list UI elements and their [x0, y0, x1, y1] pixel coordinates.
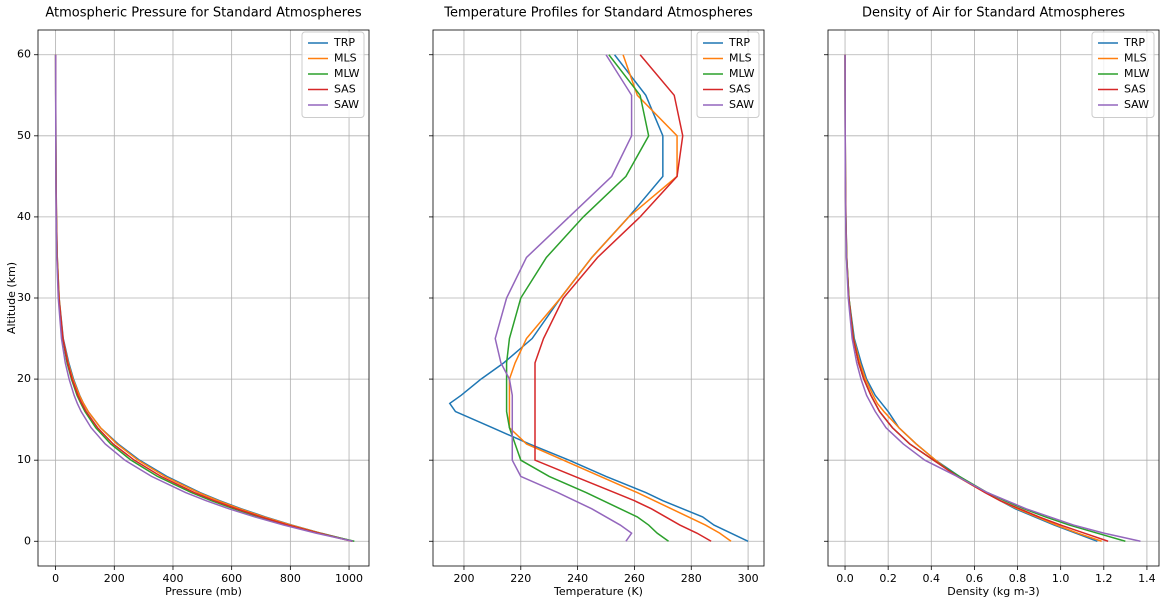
legend-label: SAS	[729, 83, 751, 96]
x-tick-label: 0.0	[836, 572, 854, 585]
axes: 200 220 240 260 280 300 Temperature Profiles f…	[429, 6, 765, 598]
x-tick-label: 0.2	[879, 572, 897, 585]
legend-label: TRP	[1123, 36, 1145, 49]
x-tick-label: 0.8	[1009, 572, 1027, 585]
legend-label: MLS	[1124, 52, 1147, 65]
x-tick-label: 1000	[335, 572, 363, 585]
x-tick-label: 240	[567, 572, 588, 585]
legend-label: SAW	[334, 98, 359, 111]
chart-title: Temperature Profiles for Standard Atmosp…	[443, 6, 753, 21]
x-tick-label: 0	[52, 572, 59, 585]
x-tick-label: 800	[280, 572, 301, 585]
axes: 0 200 400 600 800 1000 0 10 20 30 40 50 60 Atmospheri…	[5, 6, 370, 598]
axes-frame	[37, 29, 370, 567]
x-tick-label: 0.4	[923, 572, 941, 585]
legend-label: SAW	[1124, 98, 1149, 111]
y-tick-label: 30	[17, 291, 31, 304]
x-tick-label: 200	[104, 572, 125, 585]
y-tick-label: 20	[17, 372, 31, 385]
profile-line	[448, 54, 749, 542]
x-tick-label: 1.0	[1052, 572, 1070, 585]
legend-box	[1091, 31, 1155, 118]
legend: TRP MLS MLW SAS SAW	[696, 31, 760, 118]
legend-label: MLW	[729, 67, 755, 80]
legend-label: SAS	[1124, 83, 1146, 96]
x-axis-label: Pressure (mb)	[165, 585, 242, 598]
legend-box	[301, 31, 365, 118]
legend-label: MLW	[334, 67, 360, 80]
x-tick-label: 220	[510, 572, 531, 585]
profile-line	[534, 54, 712, 542]
legend: TRP MLS MLW SAS SAW	[1091, 31, 1155, 118]
x-tick-label: 1.2	[1095, 572, 1113, 585]
x-axis-label: Temperature (K)	[553, 585, 643, 598]
profile-line	[505, 54, 669, 542]
y-tick-label: 40	[17, 210, 31, 223]
x-tick-label: 600	[221, 572, 242, 585]
legend-label: SAS	[334, 83, 356, 96]
profile-line	[508, 54, 732, 542]
legend-label: MLS	[729, 52, 752, 65]
x-tick-label: 0.6	[966, 572, 984, 585]
legend-label: TRP	[728, 36, 750, 49]
chart-title: Density of Air for Standard Atmospheres	[862, 6, 1125, 21]
chart-title: Atmospheric Pressure for Standard Atmosp…	[45, 6, 361, 21]
y-tick-label: 10	[17, 453, 31, 466]
profile-line	[844, 54, 1141, 543]
profile-line	[54, 54, 354, 543]
legend-label: MLS	[334, 52, 357, 65]
profile-line	[494, 54, 633, 542]
x-tick-label: 200	[453, 572, 474, 585]
y-tick-label: 50	[17, 129, 31, 142]
y-tick-label: 60	[17, 48, 31, 61]
legend-label: SAW	[729, 98, 754, 111]
x-tick-label: 300	[738, 572, 759, 585]
x-tick-label: 260	[624, 572, 645, 585]
axes: 0.0 0.2 0.4 0.6 0.8 1.0 1.2 1.4 Density of Air f…	[824, 6, 1160, 598]
legend-label: MLW	[1124, 67, 1150, 80]
legend-box	[696, 31, 760, 118]
axes-frame	[432, 29, 765, 567]
y-tick-label: 0	[24, 534, 31, 547]
x-tick-label: 1.4	[1138, 572, 1156, 585]
legend-label: TRP	[333, 36, 355, 49]
x-axis-label: Density (kg m-3)	[947, 585, 1039, 598]
x-tick-label: 280	[681, 572, 702, 585]
legend: TRP MLS MLW SAS SAW	[301, 31, 365, 118]
y-axis-label: Altitude (km)	[5, 262, 18, 334]
x-tick-label: 400	[162, 572, 183, 585]
axes-frame	[827, 29, 1160, 567]
